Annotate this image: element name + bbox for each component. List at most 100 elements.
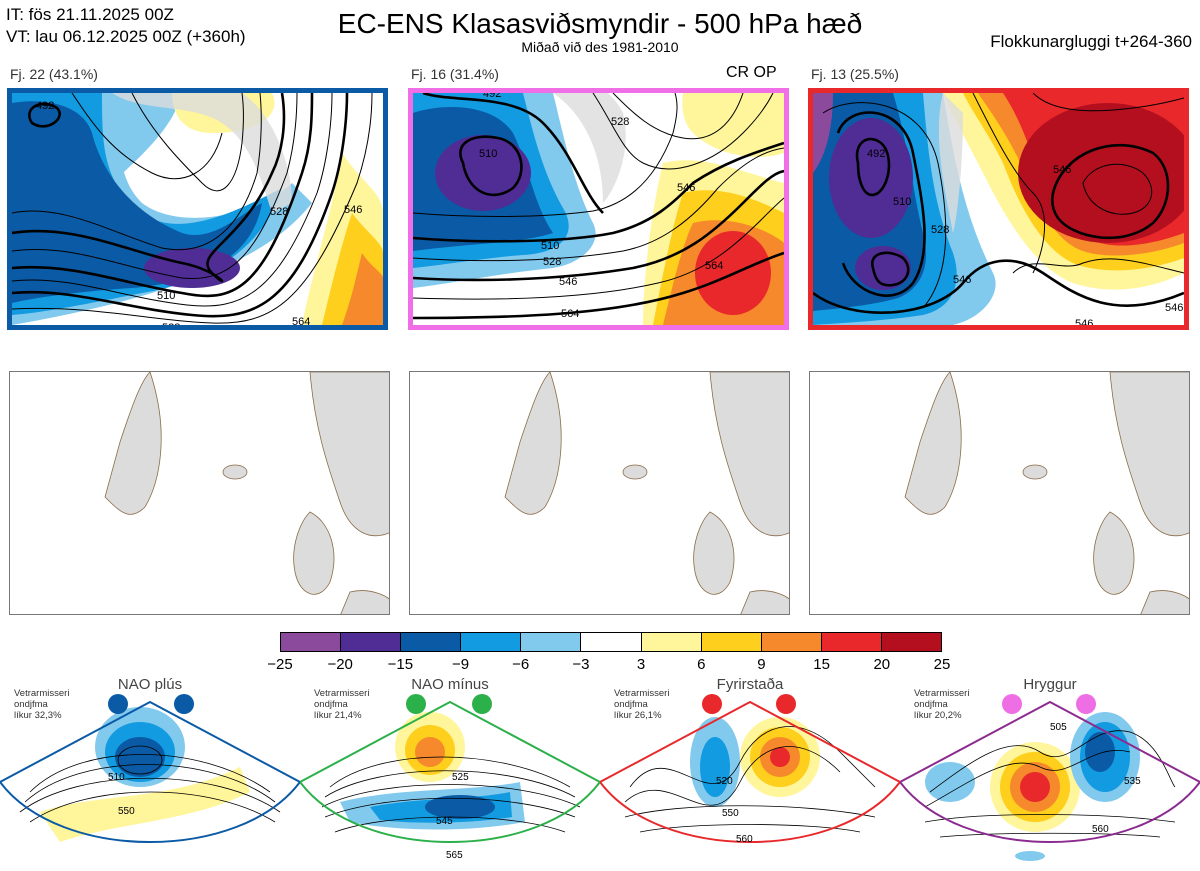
regime-marker-dot [776, 694, 796, 714]
colorbar-swatch [881, 633, 942, 651]
blank-map-1[interactable] [9, 371, 390, 615]
land-outline-map-2 [504, 372, 789, 614]
contour-label: 546 [1075, 318, 1093, 325]
regime-marker-dot [406, 694, 426, 714]
contour-label: 510 [157, 290, 175, 302]
contour-label: 510 [893, 196, 911, 208]
cluster-map-2[interactable]: 492 510 510 528 528 546 546 564 564 [408, 88, 789, 330]
colorbar-tick-label: −25 [267, 656, 293, 673]
contour-label: 546 [1165, 302, 1183, 314]
regime-name: Fyrirstaða [716, 676, 784, 693]
issue-time: IT: fös 21.11.2025 00Z [6, 5, 174, 24]
colorbar-swatch [461, 633, 522, 651]
contour-label: 492 [867, 148, 885, 160]
regime-description: Vetrarmisseri ondjfma líkur 20,2% [914, 688, 970, 721]
colorbar-tick-label: 9 [757, 656, 766, 673]
regime-contour-label: 535 [1124, 776, 1141, 787]
run-info: IT: fös 21.11.2025 00Z VT: lau 06.12.202… [6, 4, 246, 48]
colorbar [280, 632, 942, 652]
colorbar-tick-label: 20 [873, 656, 891, 673]
cluster-map-1-field: 492 510 528 546 528 564 [12, 93, 383, 325]
regime-marker-dot [702, 694, 722, 714]
contour-label: 528 [543, 256, 561, 268]
regime-name: Hryggur [1023, 676, 1077, 693]
colorbar-swatch [641, 633, 702, 651]
colorbar-tick-label: 15 [813, 656, 830, 673]
regime-contour-label: 520 [716, 776, 733, 787]
contour-label: 564 [292, 316, 310, 325]
regime-name: NAO mínus [411, 676, 489, 693]
regime-blocking[interactable]: 520 550 560 Fyrirstaða Vetrarmisseri ondj… [600, 672, 900, 871]
regime-description: Vetrarmisseri ondjfma líkur 21,4% [314, 688, 370, 721]
regime-contour-label: 505 [1050, 722, 1067, 733]
cluster-map-1[interactable]: 492 510 528 546 528 564 [7, 88, 388, 330]
regime-description: Vetrarmisseri ondjfma líkur 32,3% [14, 688, 70, 721]
regime-description: Vetrarmisseri ondjfma líkur 26,1% [614, 688, 670, 721]
regime-contour-label: 545 [436, 816, 453, 827]
colorbar-swatch [401, 633, 462, 651]
colorbar-swatch [701, 633, 762, 651]
classification-window: Flokkunargluggi t+264-360 [990, 32, 1192, 51]
regime-contour-label: 565 [446, 850, 463, 861]
valid-time: VT: lau 06.12.2025 00Z (+360h) [6, 27, 246, 46]
panel-3-label: Fj. 13 (25.5%) [811, 66, 899, 82]
control-operational-tag: CR OP [726, 64, 777, 81]
colorbar-swatch [761, 633, 822, 651]
colorbar-swatch [821, 633, 882, 651]
colorbar-tick-label: −20 [327, 656, 353, 673]
regime-blocking-map: 520 550 560 [600, 700, 900, 845]
regime-contour-label: 560 [736, 834, 753, 845]
land-outline-map-1 [104, 372, 389, 614]
regime-nao-plus-map: 510 550 [0, 700, 300, 843]
contour-label: 528 [931, 224, 949, 236]
contour-label: 528 [270, 206, 288, 218]
regime-nao-minus[interactable]: 525 545 565 NAO mínus Vetrarmisseri ondjf… [300, 672, 600, 871]
regime-contour-label: 550 [118, 806, 135, 817]
contour-label: 528 [162, 322, 180, 325]
contour-label: 546 [677, 182, 695, 194]
colorbar-swatch [521, 633, 582, 651]
colorbar-tick-label: 3 [636, 656, 646, 673]
regime-contour-label: 525 [452, 772, 469, 783]
colorbar-tick-label: −9 [451, 656, 470, 673]
regime-nao-plus[interactable]: 510 550 NAO plús Vetrarmisseri ondjfma lík… [0, 672, 300, 871]
colorbar-tick-label: −15 [387, 656, 414, 673]
regime-name: NAO plús [117, 676, 183, 693]
regime-marker-dot [108, 694, 128, 714]
contour-label: 564 [561, 308, 579, 320]
contour-label: 510 [541, 240, 559, 252]
panel-1-label: Fj. 22 (43.1%) [10, 66, 98, 82]
regime-ridge-map: 505 535 560 [900, 700, 1200, 861]
regime-ridge[interactable]: 505 535 560 Hryggur Vetrarmisseri ondjfma… [900, 672, 1200, 871]
contour-label: 510 [479, 148, 497, 160]
cluster-map-2-field: 492 510 510 528 528 546 546 564 564 [413, 93, 784, 325]
colorbar-swatch [341, 633, 402, 651]
blank-map-3[interactable] [809, 371, 1190, 615]
colorbar-swatch [581, 633, 642, 651]
regime-contour-label: 560 [1092, 824, 1109, 835]
contour-label: 492 [483, 93, 501, 100]
page-title: EC-ENS Klasasviðsmyndir - 500 hPa hæð [337, 8, 863, 39]
regime-marker-dot [1076, 694, 1096, 714]
colorbar-tick-label: 25 [933, 656, 951, 673]
contour-label: 564 [705, 260, 723, 272]
regime-contour-label: 510 [108, 772, 125, 783]
colorbar-tick-label: −6 [512, 656, 530, 673]
page-subtitle: Miðað við des 1981-2010 [521, 39, 679, 55]
colorbar-tick-label: −3 [572, 656, 590, 673]
regime-marker-dot [174, 694, 194, 714]
contour-label: 546 [559, 276, 577, 288]
contour-label: 546 [953, 274, 971, 286]
colorbar-swatch [281, 633, 342, 651]
cluster-map-3-field: 492 510 528 546 546 546 546 [813, 93, 1184, 325]
regime-contour-label: 550 [722, 808, 739, 819]
colorbar-ticks: −25 −20 −15 −9 −6 −3 3 6 9 15 20 25 [260, 656, 960, 676]
blank-map-2[interactable] [409, 371, 790, 615]
regime-nao-minus-map: 525 545 565 [300, 700, 600, 861]
contour-label: 492 [36, 100, 54, 112]
cluster-map-3[interactable]: 492 510 528 546 546 546 546 [808, 88, 1189, 330]
regime-marker-dot [472, 694, 492, 714]
regime-marker-dot [1002, 694, 1022, 714]
contour-label: 528 [611, 116, 629, 128]
contour-label: 546 [344, 204, 362, 216]
